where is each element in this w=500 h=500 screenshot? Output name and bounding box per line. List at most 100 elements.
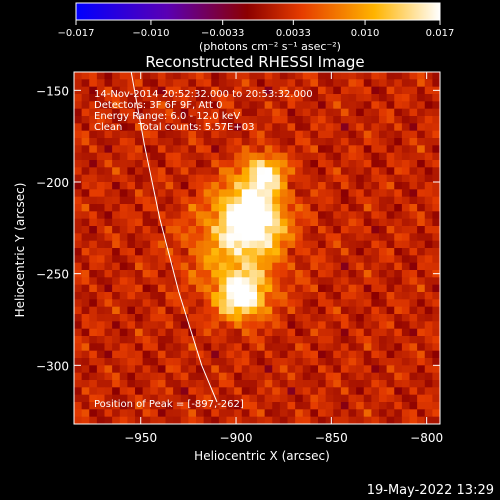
heatmap-cell (218, 218, 228, 227)
heatmap-cell (424, 94, 433, 102)
heatmap-cell (417, 270, 426, 278)
heatmap-cell (188, 240, 197, 249)
heatmap-cell (348, 86, 357, 95)
heatmap-cell (302, 387, 311, 396)
heatmap-cell (165, 343, 174, 352)
heatmap-cell (394, 409, 403, 418)
heatmap-cell (310, 372, 319, 381)
heatmap-cell (173, 387, 182, 396)
heatmap-cell (257, 189, 266, 198)
heatmap-cell (340, 108, 350, 117)
heatmap-cell (165, 336, 174, 344)
heatmap-cell (74, 174, 83, 183)
heatmap-cell (119, 299, 128, 308)
heatmap-cell (81, 189, 90, 198)
heatmap-cell (379, 321, 388, 330)
heatmap-cell (241, 358, 250, 366)
heatmap-cell (226, 204, 235, 212)
heatmap-cell (295, 394, 304, 403)
heatmap-cell (173, 196, 182, 205)
heatmap-cell (127, 189, 136, 198)
heatmap-cell (142, 387, 151, 396)
heatmap-cell (150, 365, 159, 374)
heatmap-cell (340, 365, 350, 374)
heatmap-cell (188, 211, 197, 220)
heatmap-cell (89, 328, 98, 337)
heatmap-cell (249, 130, 258, 139)
heatmap-cell (371, 108, 380, 117)
heatmap-cell (264, 72, 273, 80)
heatmap-cell (363, 167, 372, 176)
heatmap-cell (81, 358, 90, 366)
heatmap-cell (371, 336, 380, 344)
heatmap-cell (386, 365, 395, 374)
heatmap-cell (340, 167, 350, 176)
heatmap-cell (127, 94, 136, 102)
heatmap-cell (241, 138, 250, 146)
heatmap-cell (302, 116, 311, 124)
heatmap-cell (363, 174, 372, 183)
heatmap-cell (119, 226, 128, 234)
heatmap-cell (417, 284, 426, 293)
heatmap-cell (272, 160, 281, 168)
heatmap-cell (340, 211, 350, 220)
heatmap-cell (394, 328, 403, 337)
heatmap-cell (417, 321, 426, 330)
heatmap-cell (333, 167, 342, 176)
heatmap-cell (279, 262, 289, 271)
heatmap-cell (432, 402, 440, 410)
heatmap-cell (211, 174, 220, 183)
heatmap-cell (112, 277, 121, 286)
heatmap-cell (302, 240, 311, 249)
heatmap-cell (272, 416, 281, 424)
heatmap-cell (211, 358, 220, 366)
heatmap-cell (272, 328, 281, 337)
heatmap-cell (226, 262, 235, 271)
heatmap-cell (142, 409, 151, 418)
heatmap-cell (89, 233, 98, 242)
solar-limb-curve (130, 72, 218, 403)
heatmap-cell (295, 314, 304, 322)
heatmap-cell (127, 394, 136, 403)
heatmap-cell (333, 101, 342, 110)
heatmap-cell (203, 306, 212, 315)
heatmap-cell (142, 358, 151, 366)
heatmap-cell (203, 350, 212, 359)
heatmap-cell (241, 284, 250, 293)
heatmap-cell (401, 86, 411, 95)
heatmap-cell (196, 226, 205, 234)
heatmap-cell (81, 196, 90, 205)
peak-position-label: Position of Peak = [-897,-262] (94, 399, 244, 410)
heatmap-cell (318, 79, 327, 88)
heatmap-cell (104, 343, 113, 352)
heatmap-cell (150, 116, 159, 124)
heatmap-cell (211, 152, 220, 161)
heatmap-cell (74, 299, 83, 308)
heatmap-cell (173, 321, 182, 330)
heatmap-cell (356, 314, 365, 322)
heatmap-cell (287, 174, 296, 183)
heatmap-cell (81, 416, 90, 424)
heatmap-cell (234, 196, 243, 205)
heatmap-cell (264, 86, 273, 95)
heatmap-cell (310, 189, 319, 198)
heatmap-cell (241, 402, 250, 410)
heatmap-cell (371, 86, 380, 95)
heatmap-cell (173, 299, 182, 308)
heatmap-cell (333, 138, 342, 146)
heatmap-cell (203, 365, 212, 374)
heatmap-cell (371, 402, 380, 410)
heatmap-cell (234, 218, 243, 227)
heatmap-cell (188, 358, 197, 366)
heatmap-cell (203, 380, 212, 388)
heatmap-cell (401, 218, 411, 227)
annotation-time-range: 14-Nov-2014 20:52:32.000 to 20:53:32.000 (94, 89, 313, 100)
heatmap-cell (257, 138, 266, 146)
heatmap-cell (333, 204, 342, 212)
heatmap-cell (157, 116, 167, 124)
heatmap-cell (318, 255, 327, 264)
heatmap-cell (150, 380, 159, 388)
heatmap-cell (333, 409, 342, 418)
heatmap-cell (119, 292, 128, 300)
heatmap-cell (348, 277, 357, 286)
